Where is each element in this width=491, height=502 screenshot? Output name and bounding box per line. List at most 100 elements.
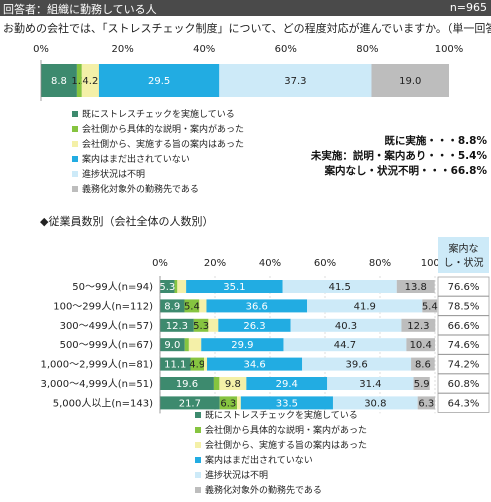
data-label: 1.2 bbox=[71, 76, 87, 87]
bar-segment bbox=[160, 299, 185, 313]
bar-segment bbox=[246, 377, 328, 390]
bar-segment bbox=[401, 318, 436, 332]
bar-segment bbox=[283, 338, 407, 352]
bar-segment bbox=[184, 338, 189, 352]
legend-label: 案内はまだ出されていない bbox=[82, 155, 190, 165]
bar-segment bbox=[190, 357, 204, 371]
legend-label: 義務化対象外の勤務先である bbox=[82, 185, 199, 195]
side-column-cell bbox=[437, 393, 490, 413]
data-label: 19.6 bbox=[176, 379, 198, 390]
legend-label: 会社側から具体的な説明・案内があった bbox=[205, 426, 368, 436]
legend-item: 会社側から具体的な説明・案内があった bbox=[195, 422, 367, 437]
bar-segment bbox=[219, 396, 237, 410]
legend-label: 会社側から具体的な説明・案内があった bbox=[82, 125, 245, 135]
side-column-header: し・状況 bbox=[444, 256, 484, 269]
x-tick-label: 20% bbox=[204, 258, 226, 269]
side-column-value: 78.5% bbox=[448, 301, 480, 312]
data-label: 11.1 bbox=[164, 360, 186, 371]
side-column-value: 64.3% bbox=[448, 398, 480, 409]
bar-segment bbox=[201, 338, 284, 352]
data-label: 26.3 bbox=[243, 321, 265, 332]
bar-segment bbox=[237, 396, 241, 410]
data-label: 5.3 bbox=[159, 282, 175, 293]
summary-value: 66.8% bbox=[450, 165, 487, 177]
bar-segment bbox=[327, 377, 414, 390]
category-label: 1,000～2,999人(n=81) bbox=[41, 359, 154, 371]
category-label: 500～999人(n=67) bbox=[60, 339, 154, 351]
bar-segment bbox=[208, 318, 219, 332]
bar-segment bbox=[290, 318, 402, 332]
category-label: 50～99人(n=94) bbox=[72, 281, 153, 293]
legend-swatch bbox=[195, 411, 201, 418]
data-label: 8.9 bbox=[164, 301, 180, 312]
legend-swatch bbox=[72, 140, 78, 147]
legend-swatch bbox=[195, 486, 201, 493]
bar-segment bbox=[206, 299, 308, 313]
bar-segment bbox=[199, 299, 207, 313]
side-column-value: 76.6% bbox=[448, 282, 480, 293]
data-label: 40.3 bbox=[335, 321, 357, 332]
bar-segment bbox=[422, 299, 438, 313]
category-label: 300～499人(n=57) bbox=[60, 320, 154, 332]
category-label: 3,000～4,999人(n=51) bbox=[41, 378, 154, 390]
category-label: 5,000人以上(n=143) bbox=[53, 397, 153, 409]
bar-segment bbox=[41, 64, 77, 97]
summary-row: 未実施：説明・案内あり・・・5.4% bbox=[311, 149, 487, 164]
data-label: 41.5 bbox=[329, 282, 351, 293]
side-column-header: 案内な bbox=[449, 242, 479, 255]
legend-item: 案内はまだ出されていない bbox=[72, 151, 244, 166]
data-label: 29.4 bbox=[276, 379, 298, 390]
data-label: 31.4 bbox=[359, 379, 381, 390]
legend-item: 進捗状況は不明 bbox=[72, 166, 244, 181]
bar-segment bbox=[417, 396, 435, 410]
legend-item: 義務化対象外の勤務先である bbox=[72, 181, 244, 196]
data-label: 37.3 bbox=[284, 76, 306, 87]
data-label: 5.9 bbox=[414, 379, 430, 390]
bar-segment bbox=[204, 357, 208, 371]
data-label: 8.6 bbox=[415, 360, 431, 371]
data-label: 9.0 bbox=[164, 340, 180, 351]
legend-swatch bbox=[72, 125, 78, 132]
side-column-cell bbox=[437, 315, 490, 336]
data-label: 8.8 bbox=[51, 76, 67, 87]
bar-segment bbox=[282, 280, 397, 293]
legend-item: 既にストレスチェックを実施している bbox=[195, 407, 367, 422]
x-tick-label: 40% bbox=[259, 258, 281, 269]
bar-segment bbox=[302, 357, 412, 371]
x-tick-label: 80% bbox=[356, 44, 378, 55]
data-label: 30.8 bbox=[364, 398, 386, 409]
bar-segment bbox=[76, 64, 82, 97]
bar-segment bbox=[307, 299, 423, 313]
data-label: 35.1 bbox=[223, 282, 245, 293]
bar-segment bbox=[219, 64, 372, 97]
bar-segment bbox=[177, 280, 187, 293]
summary-label: 既に実施 bbox=[384, 135, 427, 147]
legend-swatch bbox=[72, 185, 78, 192]
side-column-header-bg bbox=[438, 237, 489, 273]
legend-swatch bbox=[195, 426, 201, 433]
legend-item: 会社側から、実施する旨の案内はあった bbox=[72, 136, 244, 151]
legend-label: 案内はまだ出されていない bbox=[205, 456, 313, 466]
bar-segment bbox=[411, 357, 435, 371]
data-label: 36.6 bbox=[246, 301, 268, 312]
side-column-value: 66.6% bbox=[448, 321, 480, 332]
x-tick-label: 0% bbox=[33, 44, 49, 55]
data-label: 13.8 bbox=[405, 282, 427, 293]
data-label: 10.4 bbox=[410, 340, 432, 351]
side-column-cell bbox=[437, 334, 490, 355]
category-label: 100～299人(n=112) bbox=[53, 300, 153, 312]
legend-swatch bbox=[72, 170, 78, 177]
x-tick-label: 100% bbox=[435, 44, 464, 55]
bar-segment bbox=[98, 64, 220, 97]
x-tick-label: 40% bbox=[193, 44, 215, 55]
summary-separator: ・・・ bbox=[426, 135, 458, 147]
bar-segment bbox=[332, 396, 418, 410]
side-column-value: 74.6% bbox=[448, 340, 480, 351]
legend-item: 進捗状況は不明 bbox=[195, 467, 367, 482]
data-label: 5.4 bbox=[184, 301, 200, 312]
data-label: 12.3 bbox=[407, 321, 429, 332]
legend-swatch bbox=[72, 155, 78, 162]
bar-segment bbox=[174, 280, 178, 293]
bar-segment bbox=[413, 377, 430, 390]
sample-size: n=965 bbox=[449, 1, 487, 14]
